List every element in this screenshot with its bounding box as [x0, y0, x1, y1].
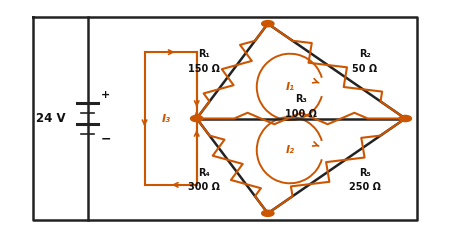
Text: R₁: R₁ [198, 49, 210, 59]
Text: I₃: I₃ [162, 114, 170, 123]
Text: R₃: R₃ [295, 94, 307, 104]
Circle shape [262, 21, 274, 27]
Text: I₂: I₂ [285, 145, 294, 155]
Text: R₅: R₅ [359, 168, 371, 178]
Text: R₄: R₄ [198, 168, 210, 178]
Text: 50 Ω: 50 Ω [352, 64, 378, 74]
Circle shape [399, 115, 411, 122]
Circle shape [262, 210, 274, 216]
Text: 100 Ω: 100 Ω [285, 109, 317, 119]
Text: −: − [101, 133, 111, 146]
Text: 250 Ω: 250 Ω [349, 182, 381, 192]
Text: 24 V: 24 V [36, 112, 65, 125]
Circle shape [191, 115, 203, 122]
Text: 300 Ω: 300 Ω [188, 182, 220, 192]
Text: +: + [101, 90, 110, 100]
Text: 150 Ω: 150 Ω [188, 64, 220, 74]
Text: I₁: I₁ [285, 82, 294, 92]
Text: R₂: R₂ [359, 49, 371, 59]
